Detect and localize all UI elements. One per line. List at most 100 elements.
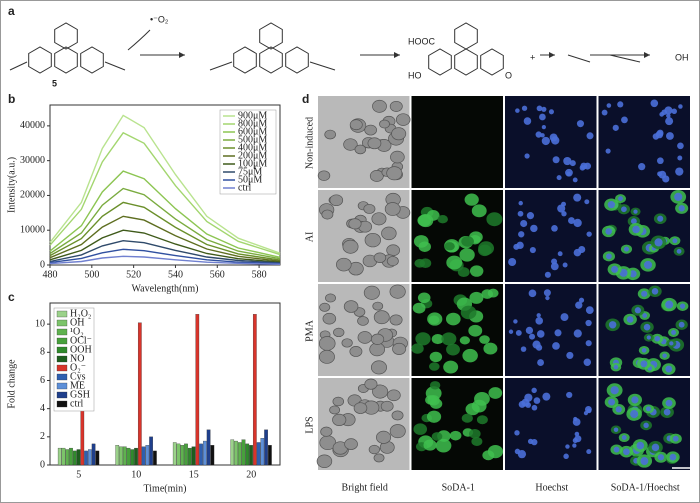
nucleus [612, 124, 619, 131]
spectrum-line [49, 255, 281, 265]
nucleus [676, 248, 682, 254]
nucleus [561, 201, 566, 207]
nucleus [626, 316, 634, 323]
nucleus [566, 391, 573, 399]
green-cell [427, 395, 440, 406]
green-cell [446, 343, 460, 356]
nucleus [638, 163, 646, 171]
nucleus [675, 167, 684, 176]
column-label: Hoechst [535, 482, 568, 493]
nucleus [611, 265, 619, 273]
bar [76, 449, 81, 466]
legend-label: 500μM [238, 134, 267, 145]
y-tick-label: 0 [40, 259, 45, 270]
cell [320, 426, 333, 437]
green-cell [462, 348, 478, 363]
green-cell [411, 343, 424, 354]
green-cell [478, 241, 495, 256]
nucleus [526, 212, 535, 220]
nucleus [584, 199, 590, 205]
nucleus [536, 330, 545, 338]
nucleus [678, 104, 683, 109]
bar [88, 449, 92, 466]
bar [134, 447, 138, 466]
legend-label: ctrl [70, 398, 84, 409]
nucleus [529, 246, 536, 254]
column-label: SoDA-1 [442, 482, 475, 493]
ring [54, 46, 78, 74]
cell [386, 256, 399, 267]
cell [389, 424, 406, 439]
nucleus [517, 450, 527, 459]
x-tick-label: 20 [246, 469, 256, 480]
nucleus [518, 231, 525, 238]
product-group: OH [675, 52, 689, 62]
nucleus [669, 341, 674, 346]
cell [348, 218, 362, 230]
nucleus [573, 416, 578, 422]
arrow-head [179, 52, 185, 58]
cell [321, 209, 334, 220]
row-label: LPS [304, 416, 315, 433]
nucleus [641, 348, 647, 353]
cell [364, 232, 381, 248]
bar [176, 443, 181, 466]
ring [428, 48, 452, 76]
nucleus [586, 132, 594, 140]
bar [115, 445, 120, 466]
nucleus [552, 342, 560, 350]
cell [329, 405, 341, 415]
x-axis-label: Time(min) [144, 483, 187, 494]
y-tick-label: 4 [40, 403, 45, 414]
y-tick-label: 10000 [20, 225, 45, 236]
green-cell [469, 428, 481, 439]
nucleus [536, 313, 541, 318]
nucleus [541, 106, 547, 112]
nucleus [651, 443, 660, 452]
nucleus [541, 136, 550, 146]
legend-label: OCl⁻ [70, 335, 92, 346]
bar [268, 445, 272, 466]
x-tick-label: 10 [131, 469, 141, 480]
nucleus [508, 257, 517, 267]
nucleus [544, 271, 551, 278]
green-cell [429, 362, 440, 371]
green-cell [457, 267, 470, 278]
y-tick-label: 6 [40, 375, 45, 386]
y-tick-label: 0 [40, 459, 45, 470]
bar [153, 450, 157, 466]
cell [333, 327, 345, 338]
legend-label: Cys [70, 371, 86, 382]
green-cell [426, 410, 442, 423]
nucleus [572, 177, 578, 183]
nucleus [605, 228, 612, 235]
bond [309, 61, 336, 71]
panel-label: d [302, 92, 309, 106]
bar [119, 446, 123, 466]
nucleus [532, 340, 541, 349]
cell [319, 302, 331, 312]
nucleus [557, 251, 563, 257]
x-tick-label: 520 [126, 269, 141, 280]
nucleus [515, 329, 522, 336]
nucleus [640, 360, 648, 368]
bar [206, 429, 211, 466]
cell [373, 252, 387, 263]
bar [256, 442, 261, 466]
bar [264, 429, 268, 466]
spectrum-line [49, 201, 281, 261]
legend-swatch [56, 328, 68, 336]
nucleus [657, 215, 664, 222]
cell [324, 129, 336, 140]
cell [343, 138, 358, 151]
cell [349, 346, 363, 357]
nucleus [617, 101, 624, 108]
bond [104, 61, 126, 71]
cell [386, 244, 401, 257]
nucleus [632, 225, 640, 234]
nucleus [533, 397, 541, 404]
cell [389, 100, 403, 112]
bar [57, 447, 62, 466]
legend-label: 900μM [238, 110, 267, 121]
ring [285, 46, 309, 74]
